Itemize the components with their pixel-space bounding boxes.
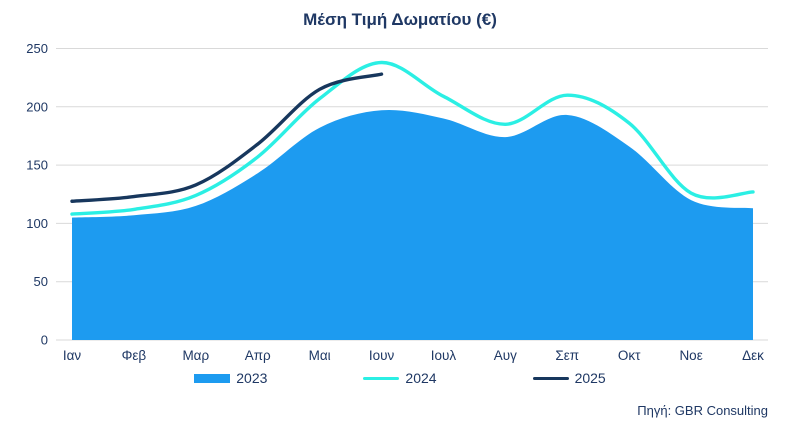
legend-item-2024: 2024 [363, 370, 437, 386]
x-tick-label: Νοε [679, 348, 702, 363]
line-series-2024 [70, 60, 755, 216]
y-tick-label: 200 [26, 99, 48, 114]
x-axis-labels: Ιαν Φεβ Μαρ Απρ Μαι Ιουν Ιουλ Αυγ Σεπ Οκτ Νοε Δεκ [63, 348, 764, 363]
legend-swatch-2024-line [363, 376, 400, 380]
x-tick-label: Ιουν [369, 348, 395, 363]
legend-swatch-2025-line [532, 376, 569, 380]
y-tick-label: 50 [34, 274, 48, 289]
x-tick-label: Οκτ [618, 348, 641, 363]
x-tick-label: Μαι [309, 348, 331, 363]
x-tick-label: Φεβ [122, 348, 147, 363]
y-axis-labels: 0 50 100 150 200 250 [26, 41, 48, 348]
legend-swatch-2023-area [194, 373, 231, 383]
line-series-2025 [70, 72, 384, 203]
legend-label-2024: 2024 [405, 370, 437, 386]
x-tick-label: Σεπ [555, 348, 579, 363]
y-tick-label: 150 [26, 158, 48, 173]
x-tick-label: Μαρ [182, 348, 209, 363]
y-tick-label: 250 [26, 41, 48, 56]
area-series-2023 [72, 110, 753, 341]
chart-title: Μέση Τιμή Δωματίου (€) [303, 10, 497, 29]
legend-label-2025: 2025 [574, 370, 606, 386]
x-tick-label: Δεκ [742, 348, 764, 363]
legend-item-2025: 2025 [532, 370, 606, 386]
legend-label-2023: 2023 [236, 370, 268, 386]
x-tick-label: Ιουλ [431, 348, 457, 363]
y-tick-label: 0 [41, 333, 48, 348]
x-tick-label: Ιαν [63, 348, 82, 363]
y-tick-label: 100 [26, 216, 48, 231]
x-tick-label: Απρ [245, 348, 271, 363]
x-tick-label: Αυγ [494, 348, 517, 363]
source-note: Πηγή: GBR Consulting [637, 403, 768, 418]
legend: 2023 2024 2025 [0, 370, 800, 386]
legend-item-2023: 2023 [194, 370, 267, 386]
